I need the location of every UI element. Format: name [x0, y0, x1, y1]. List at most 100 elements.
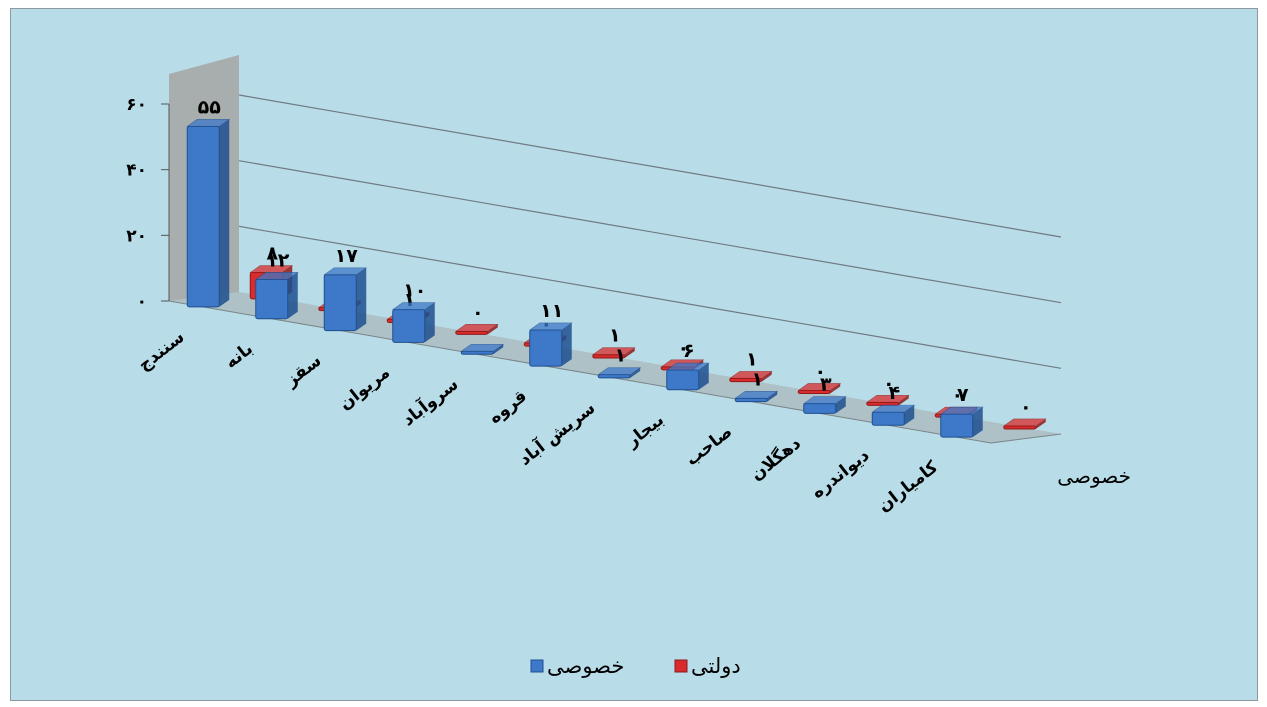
bar-khosusi-1-label: ۱۲	[266, 249, 290, 271]
bar-dolati-11-front	[1003, 425, 1037, 430]
category-label: سروآباد	[397, 373, 462, 430]
bar-khosusi-0-top	[186, 119, 231, 127]
bars: ۸۵۵۰۱۲۱۱۷۰۱۰۰۱۱۱۰۱۱۶۰۱۰۳۰۴۰۷	[186, 96, 1047, 438]
bar-khosusi-0: ۵۵	[186, 96, 231, 308]
bar-dolati-3-top	[454, 324, 499, 332]
bar-dolati-9-side	[898, 395, 909, 406]
bar-dolati-9-label: ۰	[883, 372, 895, 394]
bar-khosusi-1-side	[287, 272, 298, 319]
bar-dolati-0-label: ۸	[266, 243, 278, 265]
bar-khosusi-10-label: ۴	[888, 382, 900, 404]
bar-dolati-8-label: ۰	[814, 360, 826, 382]
category-label: قروه	[485, 386, 531, 428]
bar-dolati-5: ۱	[591, 325, 636, 359]
bar-khosusi-9-label: ۳	[820, 374, 832, 396]
bar-khosusi-10-side	[904, 405, 915, 426]
bar-dolati-3-side	[487, 324, 498, 335]
bar-khosusi-4-side	[493, 344, 504, 355]
bar-khosusi-6-label: ۱	[614, 345, 626, 367]
bar-dolati-7-label: ۱	[746, 348, 758, 370]
bar-khosusi-9-front	[803, 403, 837, 414]
bar-khosusi-1: ۱۲	[254, 249, 299, 320]
bar-khosusi-4-top	[460, 343, 505, 352]
bar-khosusi-7-side	[698, 363, 709, 390]
bar-dolati-3-label: ۰	[472, 301, 484, 323]
depth-axis-label: خصوصی	[1057, 464, 1131, 488]
bar-khosusi-8: ۱	[734, 368, 779, 403]
bar-dolati-8-side	[830, 383, 841, 394]
bar-khosusi-6-top	[597, 367, 642, 375]
bar-dolati-3-front	[455, 330, 489, 335]
bar-khosusi-2: ۱۷	[323, 245, 368, 332]
category-label: کامیاران	[874, 457, 942, 516]
bar-khosusi-8-side	[767, 391, 778, 402]
bar-khosusi-10-front	[871, 411, 905, 426]
bar-khosusi-5-label: ۱۱	[540, 300, 563, 322]
bar-khosusi-5-front	[529, 329, 563, 367]
bar-khosusi-0-label: ۵۵	[198, 96, 222, 118]
bar-dolati-5-top	[591, 347, 636, 356]
bar-khosusi-5-top	[528, 322, 573, 331]
bar-khosusi-8-label: ۱	[751, 368, 763, 390]
bar-khosusi-5-side	[561, 322, 572, 367]
legend: دولتی خصوصی	[530, 654, 741, 678]
category-label: دیواندره	[808, 445, 874, 503]
gridline	[238, 225, 1062, 369]
bar-dolati-8: ۰	[797, 360, 842, 394]
bar-dolati-8-top	[797, 383, 842, 391]
category-label: بیجار	[622, 410, 668, 452]
bar-dolati-9-top	[865, 395, 910, 403]
bar-dolati-11-side	[1035, 418, 1046, 429]
bar-dolati-6-label: ۰	[677, 337, 689, 359]
legend-label-khosusi: خصوصی	[547, 654, 624, 678]
gridline	[238, 94, 1062, 238]
legend-swatch-khosusi	[530, 659, 544, 673]
bar-khosusi-4-front	[460, 350, 494, 355]
bar-khosusi-2-top	[323, 267, 368, 276]
gridlines	[238, 94, 1062, 369]
bar-khosusi-1-front	[255, 278, 289, 320]
floor-front-edge	[168, 300, 992, 444]
bar-khosusi-2-side	[356, 267, 367, 331]
bar-khosusi-7-top	[665, 362, 710, 371]
category-label: بانه	[221, 339, 257, 373]
bar-khosusi-7: ۶	[665, 340, 710, 391]
bar-khosusi-9-side	[835, 396, 846, 414]
bar-khosusi-11-side	[972, 407, 983, 438]
bar-khosusi-7-label: ۶	[683, 340, 695, 362]
chart-walls	[168, 55, 1062, 444]
y-tick-label: ۲۰	[126, 226, 147, 246]
bar-khosusi-6: ۱	[597, 345, 642, 379]
bar-khosusi-6-front	[597, 374, 631, 379]
bar-dolati-2-label: ۱	[403, 289, 415, 311]
category-label: سقز	[281, 351, 325, 392]
bar-dolati-9: ۰	[865, 372, 910, 406]
legend-label-dolati: دولتی	[691, 654, 741, 678]
bar-dolati-7-side	[761, 371, 772, 382]
bar-khosusi-3-front	[392, 309, 426, 343]
category-label: سنندج	[135, 327, 189, 375]
bar-dolati-3: ۰	[454, 301, 499, 335]
gridline	[238, 160, 1062, 304]
y-axis: ۰ ۲۰ ۴۰ ۶۰	[126, 95, 170, 312]
bar-khosusi-11-top	[939, 406, 984, 415]
bar-dolati-11: ۰	[1002, 396, 1047, 430]
bar-khosusi-1-top	[254, 272, 299, 280]
bar-khosusi-11: ۷	[939, 384, 984, 438]
bar-khosusi-0-side	[219, 119, 230, 307]
category-label: مریوان	[335, 363, 393, 415]
bar-khosusi-3-label: ۱۰	[403, 280, 426, 302]
bar-khosusi-2-front	[323, 274, 357, 332]
category-label: صاحب	[682, 422, 736, 470]
bar-dolati-11-label: ۰	[1020, 396, 1032, 418]
bar-khosusi-10-top	[871, 404, 916, 413]
bar-khosusi-9-top	[802, 396, 847, 404]
bar-dolati-7: ۱	[728, 348, 773, 383]
bar-khosusi-7-front	[666, 369, 700, 391]
bar-khosusi-3-side	[424, 302, 435, 343]
y-tick-label: ۴۰	[126, 161, 147, 181]
bar-khosusi-3-top	[391, 302, 436, 310]
bar-khosusi-3: ۱۰	[391, 280, 436, 343]
